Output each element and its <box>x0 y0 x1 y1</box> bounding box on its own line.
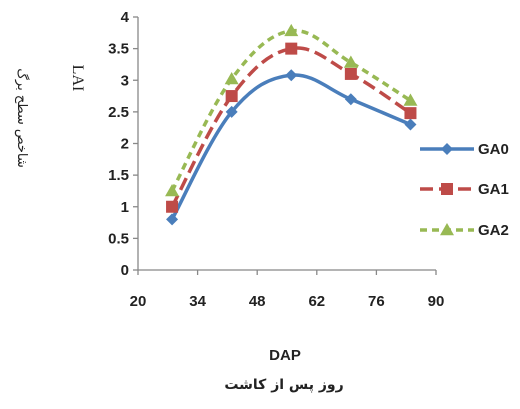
series-line <box>170 73 412 221</box>
series-ga2 <box>165 23 418 197</box>
y-tick-label: 2.5 <box>108 104 129 121</box>
data-point <box>224 71 239 85</box>
x-tick-label: 34 <box>189 293 206 310</box>
legend-label: GA2 <box>478 222 509 239</box>
y-axis-label-persian: شاخص سطح برگ <box>14 68 31 167</box>
x-tick-label: 90 <box>428 293 445 310</box>
x-axis-label-persian: روز پس از کاشت <box>224 377 343 393</box>
y-axis-label: LAI <box>69 65 86 92</box>
tick-labels: 0 0.5 1 1.5 2 2.5 3 3.5 4 20 34 48 62 76 90 <box>108 9 444 310</box>
series-ga0 <box>166 69 417 226</box>
x-tick-label: 62 <box>308 293 325 310</box>
data-point <box>284 23 299 37</box>
x-tick-label: 76 <box>368 293 385 310</box>
data-point <box>285 69 298 82</box>
legend: GA0 GA1 GA2 <box>420 141 509 239</box>
y-tick-label: 2 <box>121 136 129 153</box>
legend-item-ga1: GA1 <box>420 181 509 198</box>
data-point <box>403 93 418 106</box>
data-point <box>285 42 298 55</box>
legend-item-ga2: GA2 <box>420 222 509 239</box>
data-point <box>344 67 357 80</box>
series-line <box>170 29 412 192</box>
data-point <box>166 213 179 226</box>
series-ga1 <box>166 42 417 213</box>
legend-marker <box>441 183 453 195</box>
x-tick-label: 20 <box>130 293 147 310</box>
axes <box>133 16 437 275</box>
y-tick-label: 0.5 <box>108 230 129 247</box>
x-tick-label: 48 <box>249 293 266 310</box>
data-point <box>166 200 179 213</box>
data-point <box>404 107 417 120</box>
y-tick-label: 3 <box>121 72 129 89</box>
data-point <box>344 93 357 106</box>
legend-marker <box>441 143 453 155</box>
data-point <box>343 55 358 68</box>
legend-item-ga0: GA0 <box>420 141 509 158</box>
data-point <box>165 183 180 197</box>
legend-marker <box>440 223 454 236</box>
series-group <box>165 23 418 226</box>
legend-label: GA0 <box>478 141 509 158</box>
y-tick-label: 1 <box>121 199 129 216</box>
data-point <box>404 118 417 131</box>
y-tick-label: 3.5 <box>108 41 129 58</box>
legend-label: GA1 <box>478 181 509 198</box>
x-axis-label: DAP <box>269 347 301 364</box>
data-point <box>225 105 238 118</box>
data-point <box>225 90 238 103</box>
y-tick-label: 1.5 <box>108 167 129 184</box>
y-tick-label: 0 <box>121 262 129 279</box>
y-tick-label: 4 <box>121 9 130 26</box>
